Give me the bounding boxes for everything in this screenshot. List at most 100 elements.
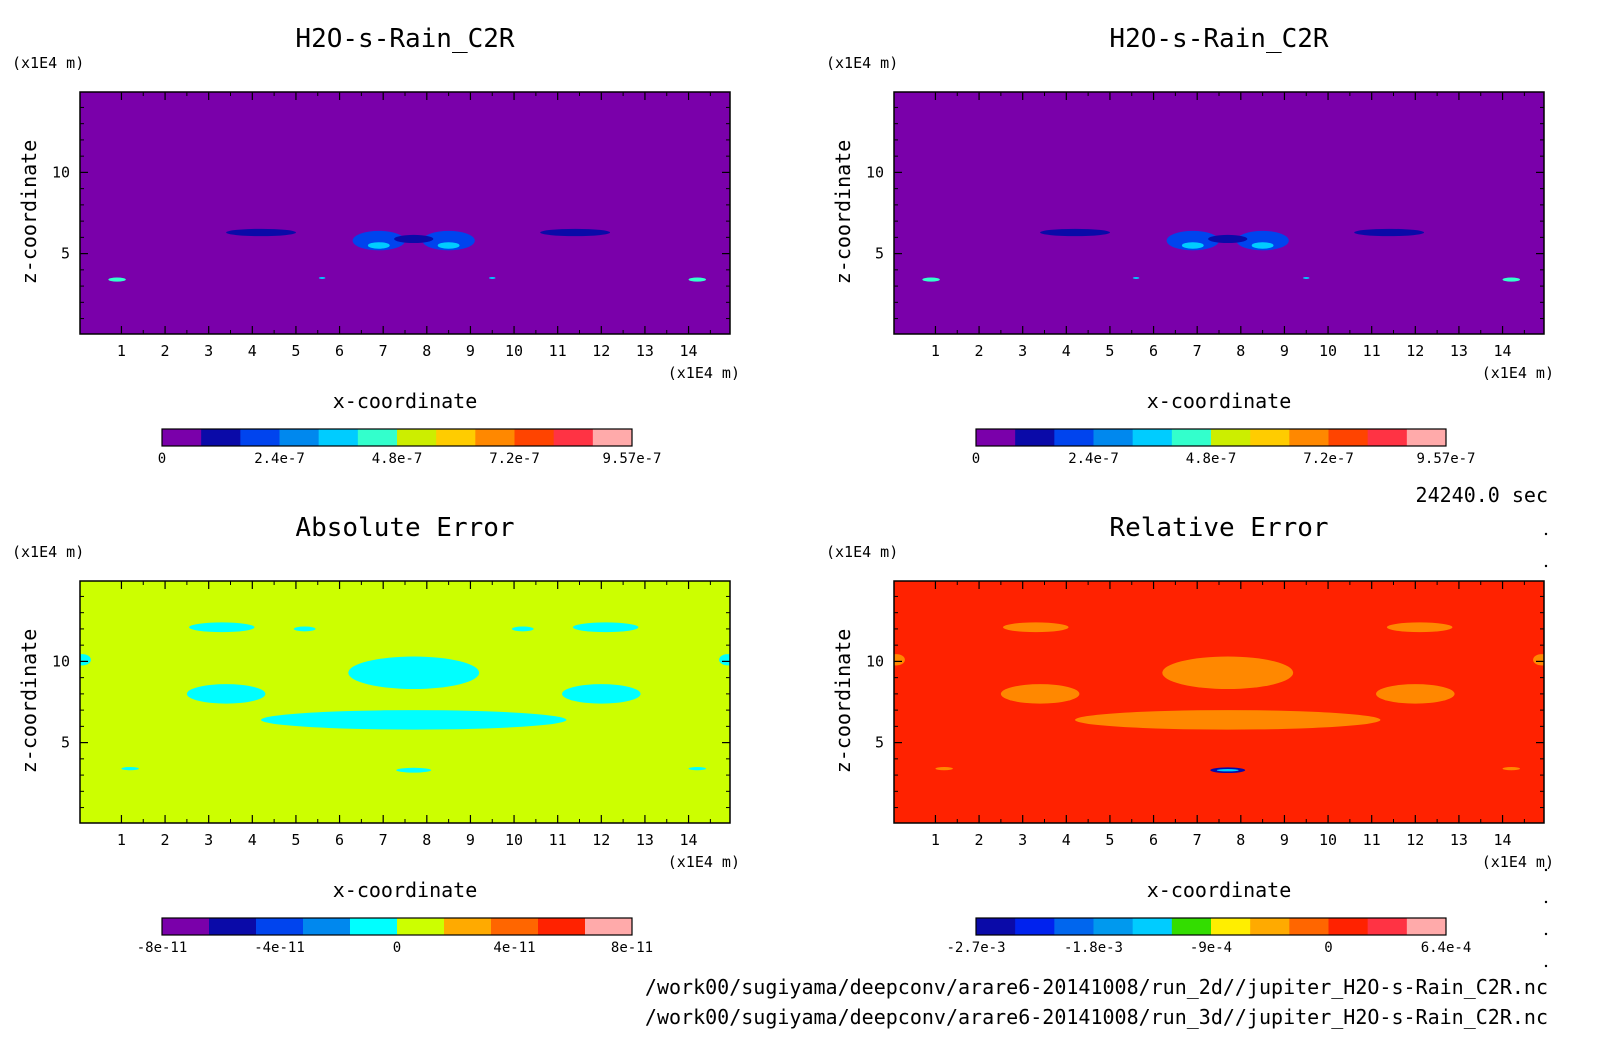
colorbar-swatch: [1289, 429, 1329, 446]
colorbar-swatch: [491, 918, 539, 935]
x-tick-label: 8: [1236, 342, 1245, 360]
colorbar-label: -9e-4: [1190, 940, 1232, 956]
z-tick-label: 5: [61, 245, 70, 263]
dot: [1544, 868, 1548, 872]
x-tick-label: 3: [1018, 831, 1027, 849]
dot: [1544, 900, 1548, 904]
x-axis-label: x-coordinate: [1147, 878, 1292, 902]
contour-blob: [1533, 654, 1544, 666]
colorbar-swatch: [209, 918, 257, 935]
colorbar-swatch: [397, 429, 437, 446]
colorbar-label: 0: [158, 451, 166, 467]
colorbar-frame: [161, 428, 633, 447]
x-tick-label: 8: [422, 342, 431, 360]
contour-blob: [186, 684, 266, 704]
contour-blob: [1386, 622, 1453, 633]
panel-top-left: H2O-s-Rain_C2R (x1E4 m) 1 2 3 4 5 6 7 8 9 10 11 12 1…: [12, 24, 740, 467]
x-tick-label: 6: [1149, 831, 1158, 849]
colorbar-swatch: [350, 918, 398, 935]
contour-blob: [935, 766, 953, 771]
z-unit-label: (x1E4 m): [826, 54, 898, 72]
colorbar-swatch: [1015, 429, 1055, 446]
colorbar-swatch: [1054, 918, 1094, 935]
field-background: [80, 92, 730, 334]
x-tick-label: 8: [422, 831, 431, 849]
z-tick-label: 5: [875, 734, 884, 752]
contour-features: [894, 622, 1544, 774]
panel-bottom-right: Relative Error (x1E4 m) 1 2 3 4 5 6 7 8 9 10 11 12 1…: [826, 513, 1554, 956]
panel-title: H2O-s-Rain_C2R: [295, 24, 514, 54]
contour-blob: [348, 656, 480, 690]
colorbar-label: 6.4e-4: [1421, 940, 1472, 956]
contour-blob: [394, 234, 434, 244]
colorbar-swatch: [1132, 429, 1173, 446]
colorbar-swatch: [1171, 918, 1212, 935]
colorbar-frame: [975, 428, 1447, 447]
colorbar: 0 2.4e-7 4.8e-7 7.2e-7 9.57e-7: [972, 428, 1476, 467]
panel-bottom-left: Absolute Error (x1E4 m) 1 2 3 4 5 6 7 8 9 10 11 12 1…: [12, 513, 740, 956]
colorbar: -8e-11 -4e-11 0 4e-11 8e-11: [137, 917, 653, 956]
x-axis-label: x-coordinate: [333, 878, 478, 902]
field-background: [894, 581, 1544, 823]
colorbar-swatch: [538, 918, 586, 935]
colorbar: -2.7e-3 -1.8e-3 -9e-4 0 6.4e-4: [946, 917, 1472, 956]
footer-path-3d: /work00/sugiyama/deepconv/arare6-2014100…: [645, 1005, 1548, 1029]
x-tick-label: 6: [335, 342, 344, 360]
colorbar-label: 7.2e-7: [1303, 451, 1354, 467]
contour-blob: [511, 626, 534, 632]
x-axis-label: x-coordinate: [333, 389, 478, 413]
contour-blob: [318, 276, 326, 279]
x-tick-label: 2: [975, 831, 984, 849]
colorbar-frame: [975, 917, 1447, 936]
contour-blob: [719, 654, 730, 666]
contour-blob: [226, 228, 296, 237]
colorbar-swatch: [256, 918, 304, 935]
contour-blob: [396, 767, 432, 773]
contour-blob: [1040, 228, 1110, 237]
colorbar-swatch: [1211, 918, 1251, 935]
colorbar-swatch: [585, 918, 633, 935]
x-tick-label: 11: [1363, 342, 1381, 360]
colorbar-label: -4e-11: [254, 940, 305, 956]
x-tick-label: 14: [1494, 831, 1512, 849]
colorbar-label: -8e-11: [137, 940, 188, 956]
contour-blob: [1162, 656, 1294, 690]
x-tick-label: 13: [1450, 831, 1468, 849]
x-tick-label: 5: [291, 342, 300, 360]
contour-features: [80, 622, 730, 773]
colorbar-swatch: [1250, 429, 1290, 446]
x-tick-label: 7: [1193, 342, 1202, 360]
x-tick-label: 1: [931, 342, 940, 360]
x-tick-label: 1: [117, 831, 126, 849]
x-tick-label: 9: [1280, 342, 1289, 360]
x-tick-label: 12: [592, 831, 610, 849]
x-tick-label: 7: [379, 831, 388, 849]
contour-blob: [367, 242, 390, 249]
colorbar-label: 0: [1324, 940, 1332, 956]
x-tick-label: 9: [466, 342, 475, 360]
colorbar-swatch: [1406, 918, 1447, 935]
contour-blob: [922, 277, 940, 282]
x-tick-label: 4: [248, 831, 257, 849]
colorbar-swatch: [976, 429, 1016, 446]
x-unit-label: (x1E4 m): [668, 364, 740, 382]
contour-blob: [1502, 766, 1521, 771]
contour-blob: [1166, 230, 1219, 251]
x-tick-label: 10: [1319, 342, 1337, 360]
x-tick-label: 13: [1450, 342, 1468, 360]
colorbar-label: 4e-11: [493, 940, 535, 956]
dot: [1544, 932, 1548, 936]
colorbar-label: -1.8e-3: [1064, 940, 1123, 956]
colorbar-label: 0: [393, 940, 401, 956]
colorbar-label: 4.8e-7: [372, 451, 423, 467]
contour-blob: [261, 710, 567, 730]
colorbar-swatch: [303, 918, 351, 935]
dot: [1544, 532, 1548, 536]
x-tick-label: 5: [1105, 831, 1114, 849]
panel-top-right: H2O-s-Rain_C2R (x1E4 m) 1 2 3 4 5 6 7 8 9 10 11 12 1…: [826, 24, 1554, 467]
z-axis-label: z-coordinate: [831, 140, 855, 285]
x-tick-label: 4: [1062, 342, 1071, 360]
colorbar-swatch: [553, 429, 594, 446]
